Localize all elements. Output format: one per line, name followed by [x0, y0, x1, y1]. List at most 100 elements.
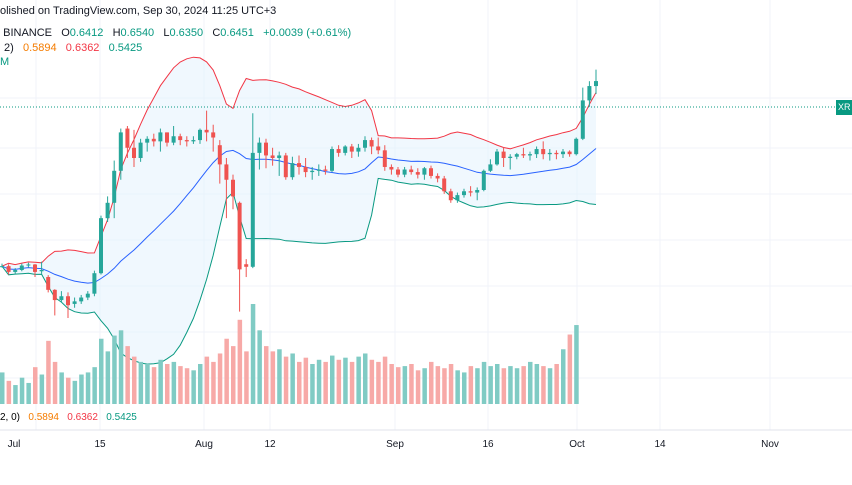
- candle-body: [415, 172, 420, 175]
- candle-body: [389, 166, 394, 170]
- volume-bar: [415, 370, 421, 404]
- volume-bar: [495, 364, 500, 404]
- candle-body: [79, 297, 84, 302]
- candle: [191, 136, 196, 144]
- candle: [336, 145, 341, 157]
- candle-body: [422, 168, 427, 175]
- candle: [0, 263, 4, 268]
- candle: [66, 292, 70, 318]
- candle-body: [46, 277, 51, 290]
- candle-body: [178, 136, 183, 141]
- candle-body: [66, 296, 70, 306]
- candle: [184, 136, 189, 147]
- candle: [508, 154, 513, 170]
- candle: [468, 186, 473, 197]
- candle-body: [409, 169, 414, 173]
- candle: [26, 262, 31, 268]
- candle-body: [580, 100, 585, 139]
- candle-body: [396, 169, 400, 175]
- volume-bar: [488, 366, 493, 404]
- candle: [178, 133, 183, 146]
- volume-bar: [125, 346, 130, 404]
- candle-body: [92, 273, 97, 294]
- volume-bar: [33, 367, 38, 404]
- volume-bar: [250, 304, 256, 404]
- candle: [270, 147, 275, 166]
- candle-body: [277, 155, 282, 158]
- candle-body: [85, 293, 90, 298]
- volume-bar: [409, 364, 414, 404]
- volume-bar: [85, 372, 91, 404]
- volume-bar: [132, 356, 137, 404]
- published-note: olished on TradingView.com, Sep 30, 2024…: [0, 5, 277, 17]
- candle: [99, 215, 103, 275]
- candle-body: [541, 149, 546, 155]
- candle-body: [224, 164, 229, 180]
- volume-bar: [13, 385, 18, 404]
- candle: [481, 169, 486, 192]
- candle: [297, 155, 301, 175]
- candle: [514, 152, 519, 160]
- candle: [244, 259, 249, 278]
- volume-bar: [435, 366, 441, 404]
- volume-bar: [26, 382, 31, 404]
- candle: [343, 145, 348, 156]
- candle: [125, 126, 130, 158]
- candle-body: [481, 170, 486, 190]
- volume-bar: [349, 361, 355, 404]
- candle-body: [554, 152, 559, 155]
- volume-bar: [422, 368, 427, 404]
- volume-bar: [455, 370, 460, 404]
- candle-body: [184, 140, 189, 142]
- candle-body: [217, 145, 222, 165]
- candle: [303, 158, 308, 178]
- candle-body: [442, 178, 447, 192]
- candle-body: [363, 140, 367, 148]
- volume-bar: [92, 367, 97, 404]
- volume-bar: [462, 372, 467, 404]
- bollinger-lower-band: [1, 177, 597, 365]
- candle: [435, 173, 440, 183]
- change-value: +0.0039 (+0.61%): [263, 27, 352, 39]
- volume-bar: [534, 364, 540, 404]
- candle-body: [231, 179, 235, 197]
- volume-bar: [514, 368, 520, 404]
- candle: [580, 87, 585, 141]
- volume-bar: [336, 359, 342, 404]
- candle: [85, 291, 90, 301]
- volume-bar: [310, 364, 315, 404]
- candle-body: [39, 270, 44, 272]
- open-label: O: [61, 27, 70, 39]
- candle-body: [343, 146, 348, 153]
- x-tick-label: 15: [94, 439, 106, 450]
- candle-body: [528, 154, 532, 156]
- candle: [224, 158, 229, 219]
- volume-bar: [277, 349, 282, 404]
- volume-bar: [561, 349, 566, 404]
- close-label: C: [212, 27, 221, 39]
- candle: [231, 174, 235, 210]
- candle-body: [574, 138, 579, 155]
- high-value: 0.6540: [120, 27, 155, 39]
- candle-body: [145, 138, 150, 143]
- volume-bar: [264, 346, 269, 404]
- candle-body: [435, 175, 440, 179]
- candle-body: [26, 264, 31, 266]
- candle: [59, 291, 64, 303]
- candle-body: [19, 265, 24, 270]
- candle-body: [165, 132, 169, 143]
- candle-body: [376, 146, 381, 151]
- candle: [547, 149, 552, 161]
- bottom-legend: 2, 0) 0.5894 0.6362 0.5425: [0, 412, 137, 423]
- candle: [455, 192, 460, 203]
- volume-bar: [316, 359, 322, 404]
- candle: [376, 137, 381, 155]
- candle-body: [33, 264, 37, 272]
- volume-bar: [46, 340, 51, 404]
- candle: [356, 143, 361, 157]
- volume-bar: [468, 366, 474, 404]
- x-tick-label: Aug: [195, 439, 213, 450]
- volume-bar: [72, 380, 78, 404]
- volume-bar: [369, 359, 375, 404]
